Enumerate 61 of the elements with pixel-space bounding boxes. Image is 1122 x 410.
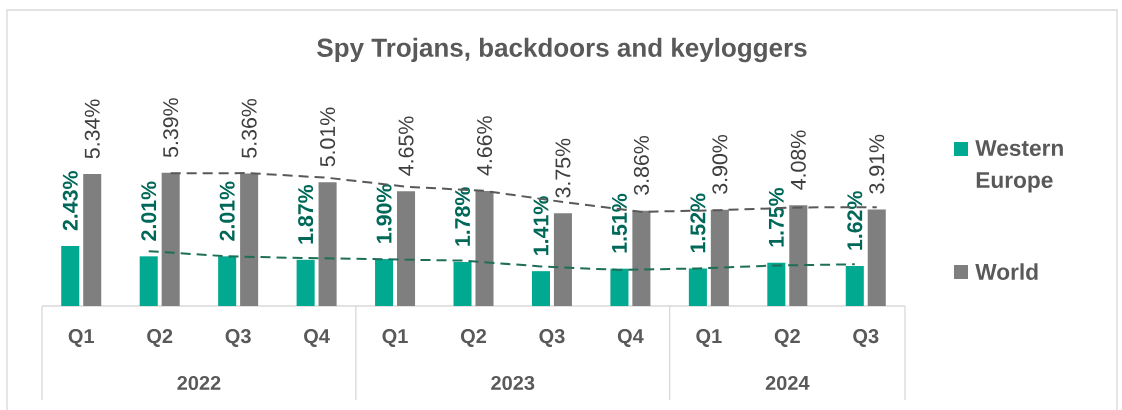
data-label: 1.75% bbox=[768, 187, 784, 247]
data-label: 3.90% bbox=[712, 135, 728, 194]
bar bbox=[375, 259, 394, 306]
bar bbox=[845, 265, 864, 306]
legend-label: Western Europe bbox=[975, 140, 1063, 193]
data-label: 3.75% bbox=[555, 138, 571, 198]
bar bbox=[318, 182, 337, 306]
bar bbox=[240, 173, 259, 306]
bar bbox=[296, 259, 315, 306]
data-label: 1.52% bbox=[690, 193, 706, 253]
x-tick-label: Q4 bbox=[617, 329, 644, 347]
bar bbox=[688, 268, 707, 306]
data-label: 1.87% bbox=[298, 184, 314, 244]
x-tick-label: Q2 bbox=[460, 329, 487, 347]
data-label: 5.39% bbox=[163, 98, 179, 158]
legend-label: World bbox=[975, 263, 1038, 280]
data-label: 4.66% bbox=[476, 116, 493, 176]
data-label: 5.01% bbox=[320, 107, 336, 167]
bar bbox=[867, 209, 886, 306]
bar bbox=[632, 210, 651, 306]
text: 2024 bbox=[765, 375, 810, 391]
bar bbox=[453, 262, 472, 306]
bar bbox=[161, 172, 180, 306]
bar bbox=[475, 190, 494, 306]
bar bbox=[218, 256, 237, 306]
data-label: 1.51% bbox=[611, 193, 627, 253]
data-label: 2.01% bbox=[141, 181, 157, 241]
data-label: 4.65% bbox=[398, 116, 414, 176]
data-label: 1.41% bbox=[533, 196, 549, 255]
text: 2023 bbox=[491, 375, 535, 391]
x-tick-label: Q1 bbox=[696, 329, 722, 347]
x-tick-label: Q2 bbox=[774, 329, 800, 347]
data-label: 1.62% bbox=[847, 191, 863, 250]
x-tick-label: Q3 bbox=[539, 329, 565, 347]
bar bbox=[397, 191, 416, 306]
text: 2022 bbox=[177, 375, 221, 391]
x-tick-label: Q3 bbox=[853, 329, 879, 347]
data-label: 2.01% bbox=[219, 181, 235, 241]
data-label: 5.34% bbox=[84, 99, 100, 159]
x-tick-label: Q4 bbox=[304, 329, 330, 347]
x-tick-label: Q1 bbox=[382, 329, 408, 347]
bar bbox=[789, 205, 808, 306]
bar bbox=[767, 262, 786, 306]
data-label: 1.90% bbox=[376, 184, 392, 243]
bar bbox=[553, 213, 572, 306]
bar bbox=[531, 271, 550, 306]
x-tick-label: Q2 bbox=[147, 329, 173, 347]
data-label: 3.91% bbox=[869, 134, 885, 194]
bar bbox=[710, 209, 729, 306]
x-tick-label: Q1 bbox=[68, 329, 95, 347]
data-label: 4.08% bbox=[790, 130, 806, 190]
data-label: 5.36% bbox=[241, 98, 257, 158]
bar bbox=[139, 256, 158, 306]
data-label: 3.86% bbox=[633, 135, 649, 195]
bar bbox=[61, 245, 80, 306]
x-tick-label: Q3 bbox=[225, 329, 251, 347]
bar bbox=[83, 174, 102, 306]
chart-title: Spy Trojans, backdoors and keyloggers bbox=[317, 37, 807, 63]
data-label: 2.43% bbox=[62, 171, 78, 231]
data-label: 1.78% bbox=[454, 187, 471, 246]
bar bbox=[610, 268, 629, 306]
